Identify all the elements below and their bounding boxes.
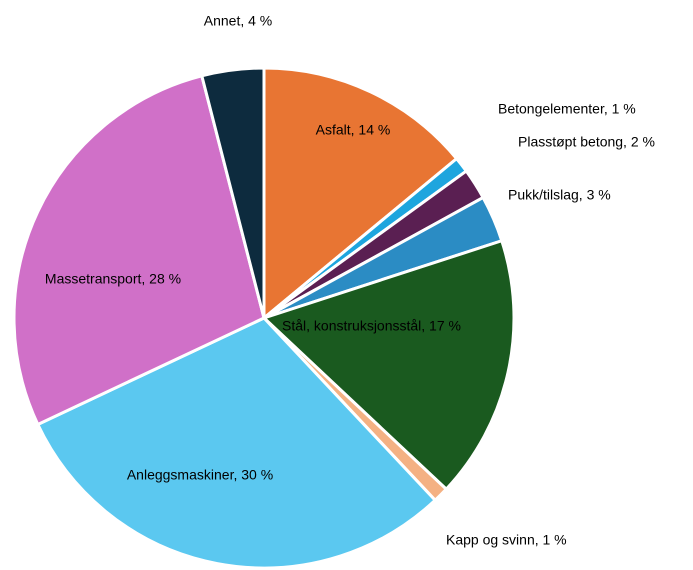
pie-slice [262,66,459,322]
pie-slice [200,66,266,319]
slice-label: Asfalt, 14 % [316,122,391,138]
slice-label: Kapp og svinn, 1 % [446,532,567,548]
pie-slice [12,74,266,427]
pie-slice [261,238,516,492]
slice-label: Betongelementer, 1 % [498,101,636,117]
slice-label: Annet, 4 % [204,13,273,29]
slice-label: Plasstøpt betong, 2 % [518,134,655,150]
pie-slice [35,316,438,570]
slice-label: Anleggsmaskiner, 30 % [127,467,273,483]
slice-label: Stål, konstruksjonsstål, 17 % [282,318,461,334]
slice-label: Massetransport, 28 % [45,271,181,287]
slice-label: Pukk/tilslag, 3 % [508,187,611,203]
